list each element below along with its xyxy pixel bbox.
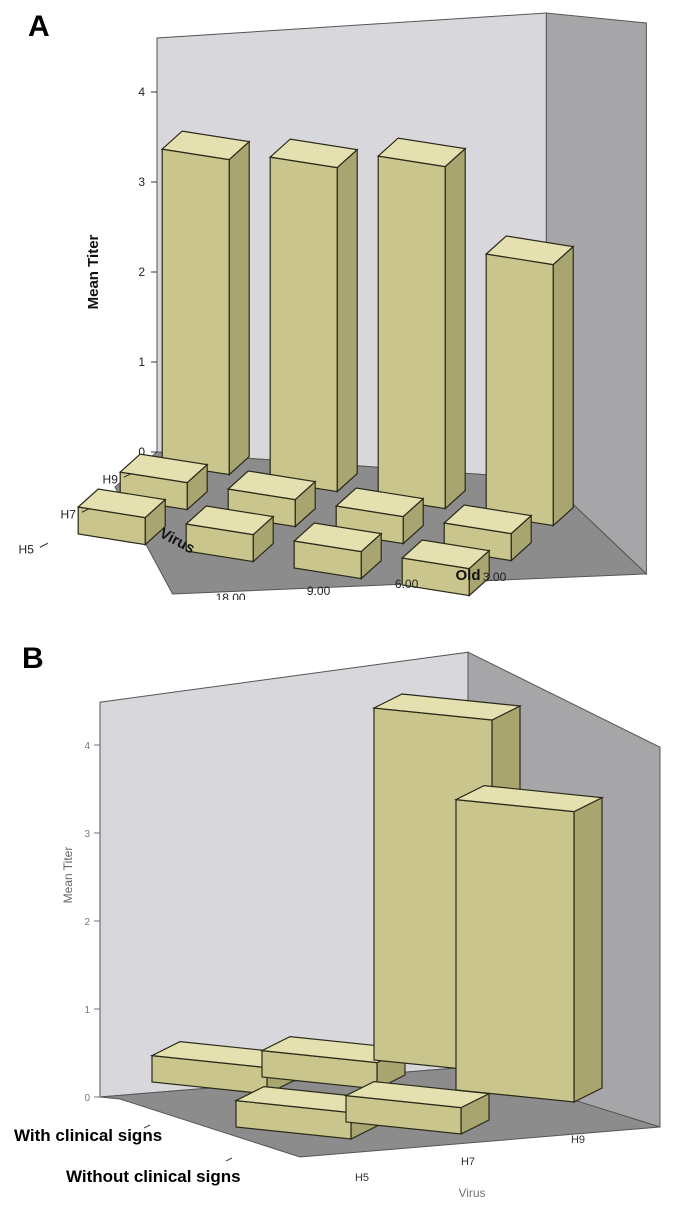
panel-b-letter: B	[22, 642, 44, 675]
panel-b: 0 1 2 3 4 Mean Titer H5 H7 H9 Virus B With clinic…	[0, 600, 678, 1207]
bar-h9-6-00-top	[376, 137, 467, 168]
bar-h5-6-00-top	[292, 522, 383, 553]
y-tick-label-h5: H5	[19, 542, 35, 556]
y-tick-mark-1	[225, 1157, 233, 1162]
z-tick-label-0: 0	[138, 445, 145, 459]
chart-b-svg: 0 1 2 3 4 Mean Titer H5 H7 H9 Virus	[61, 651, 661, 1200]
bar-h9-18-00-top	[160, 130, 251, 161]
bar-without-clinical-signs-h9-side	[573, 796, 603, 1103]
z-axis-title: Mean Titer	[61, 847, 75, 904]
z-tick-label-0: 0	[84, 1093, 90, 1104]
bar-without-clinical-signs-h9-top	[453, 784, 605, 813]
bar-h9-6-00-front	[377, 155, 446, 510]
z-tick-label-1: 1	[84, 1005, 90, 1016]
x-tick-label-h5: H5	[355, 1172, 369, 1184]
bar-without-clinical-signs-h7	[343, 1080, 492, 1135]
bar-h5-18-00-top	[76, 488, 167, 519]
bar-h5-3-00	[400, 539, 491, 597]
y-tick-mark-h5	[39, 542, 49, 548]
x-axis-title: Old	[456, 567, 481, 584]
y-tick-label-h7: H7	[61, 507, 77, 521]
bar-h5-18-00	[76, 488, 167, 546]
bar-h9-3-00-front	[485, 253, 554, 527]
bar-h7-6-00	[334, 487, 425, 545]
bar-h9-9-00-top	[268, 138, 359, 169]
x-tick-label-3-00: 3.00	[483, 570, 507, 584]
bar-h9-18-00	[160, 130, 251, 476]
x-axis-title: Virus	[458, 1186, 485, 1200]
legend-with-clinical-signs: With clinical signs	[14, 1126, 163, 1145]
z-tick-label-4: 4	[138, 85, 145, 99]
bar-h9-3-00-top	[484, 235, 575, 266]
x-tick-label-6-00: 6.00	[395, 577, 419, 591]
x-tick-label-18-00: 18.00	[216, 591, 246, 600]
bar-with-clinical-signs-h7	[259, 1035, 408, 1090]
panel-a: 0 1 2 3 4 Mean Titer H9 H7 H5 Virus 18.00 9.00 6.00 3…	[0, 0, 678, 600]
x-tick-label-h7: H7	[461, 1156, 475, 1168]
bar-h9-18-00-front	[161, 148, 230, 476]
bar-with-clinical-signs-h9-top	[371, 693, 523, 721]
bar-h9-6-00	[376, 137, 467, 510]
y-tick-label-h9: H9	[103, 472, 119, 486]
bar-h9-9-00-front	[269, 156, 338, 493]
y-tick-mark-h7	[81, 507, 91, 513]
bar-h9-9-00	[268, 138, 359, 493]
bar-h9-18-00-side	[228, 140, 250, 476]
bar-h9-3-00-side	[552, 245, 574, 527]
y-tick-mark-0	[143, 1124, 151, 1129]
panel-a-letter: A	[28, 10, 50, 43]
z-tick-label-1: 1	[138, 355, 145, 369]
legend-without-clinical-signs: Without clinical signs	[66, 1167, 241, 1186]
bar-h9-3-00	[484, 235, 575, 527]
z-tick-label-3: 3	[138, 175, 145, 189]
bar-without-clinical-signs-h9-front	[455, 798, 575, 1103]
z-tick-label-2: 2	[138, 265, 145, 279]
y-tick-mark-h9	[123, 472, 133, 478]
bar-h5-9-00	[184, 505, 275, 563]
bar-without-clinical-signs-h9	[453, 784, 605, 1103]
bar-h7-6-00-top	[334, 487, 425, 518]
bar-h5-6-00	[292, 522, 383, 580]
bar-h9-6-00-side	[444, 147, 466, 510]
bar-h7-3-00-top	[442, 504, 533, 535]
z-axis-title: Mean Titer	[85, 234, 102, 309]
x-tick-label-9-00: 9.00	[307, 584, 331, 598]
bar-h5-9-00-top	[184, 505, 275, 536]
bar-h5-3-00-top	[400, 539, 491, 570]
bar-h9-9-00-side	[336, 148, 358, 493]
z-tick-label-3: 3	[84, 829, 90, 840]
z-tick-label-4: 4	[84, 741, 90, 752]
bar-h7-9-00-top	[226, 470, 317, 501]
z-tick-label-2: 2	[84, 917, 90, 928]
x-tick-label-h9: H9	[571, 1134, 585, 1146]
bar-h7-3-00	[442, 504, 533, 562]
bar-h7-18-00-top	[118, 453, 209, 484]
